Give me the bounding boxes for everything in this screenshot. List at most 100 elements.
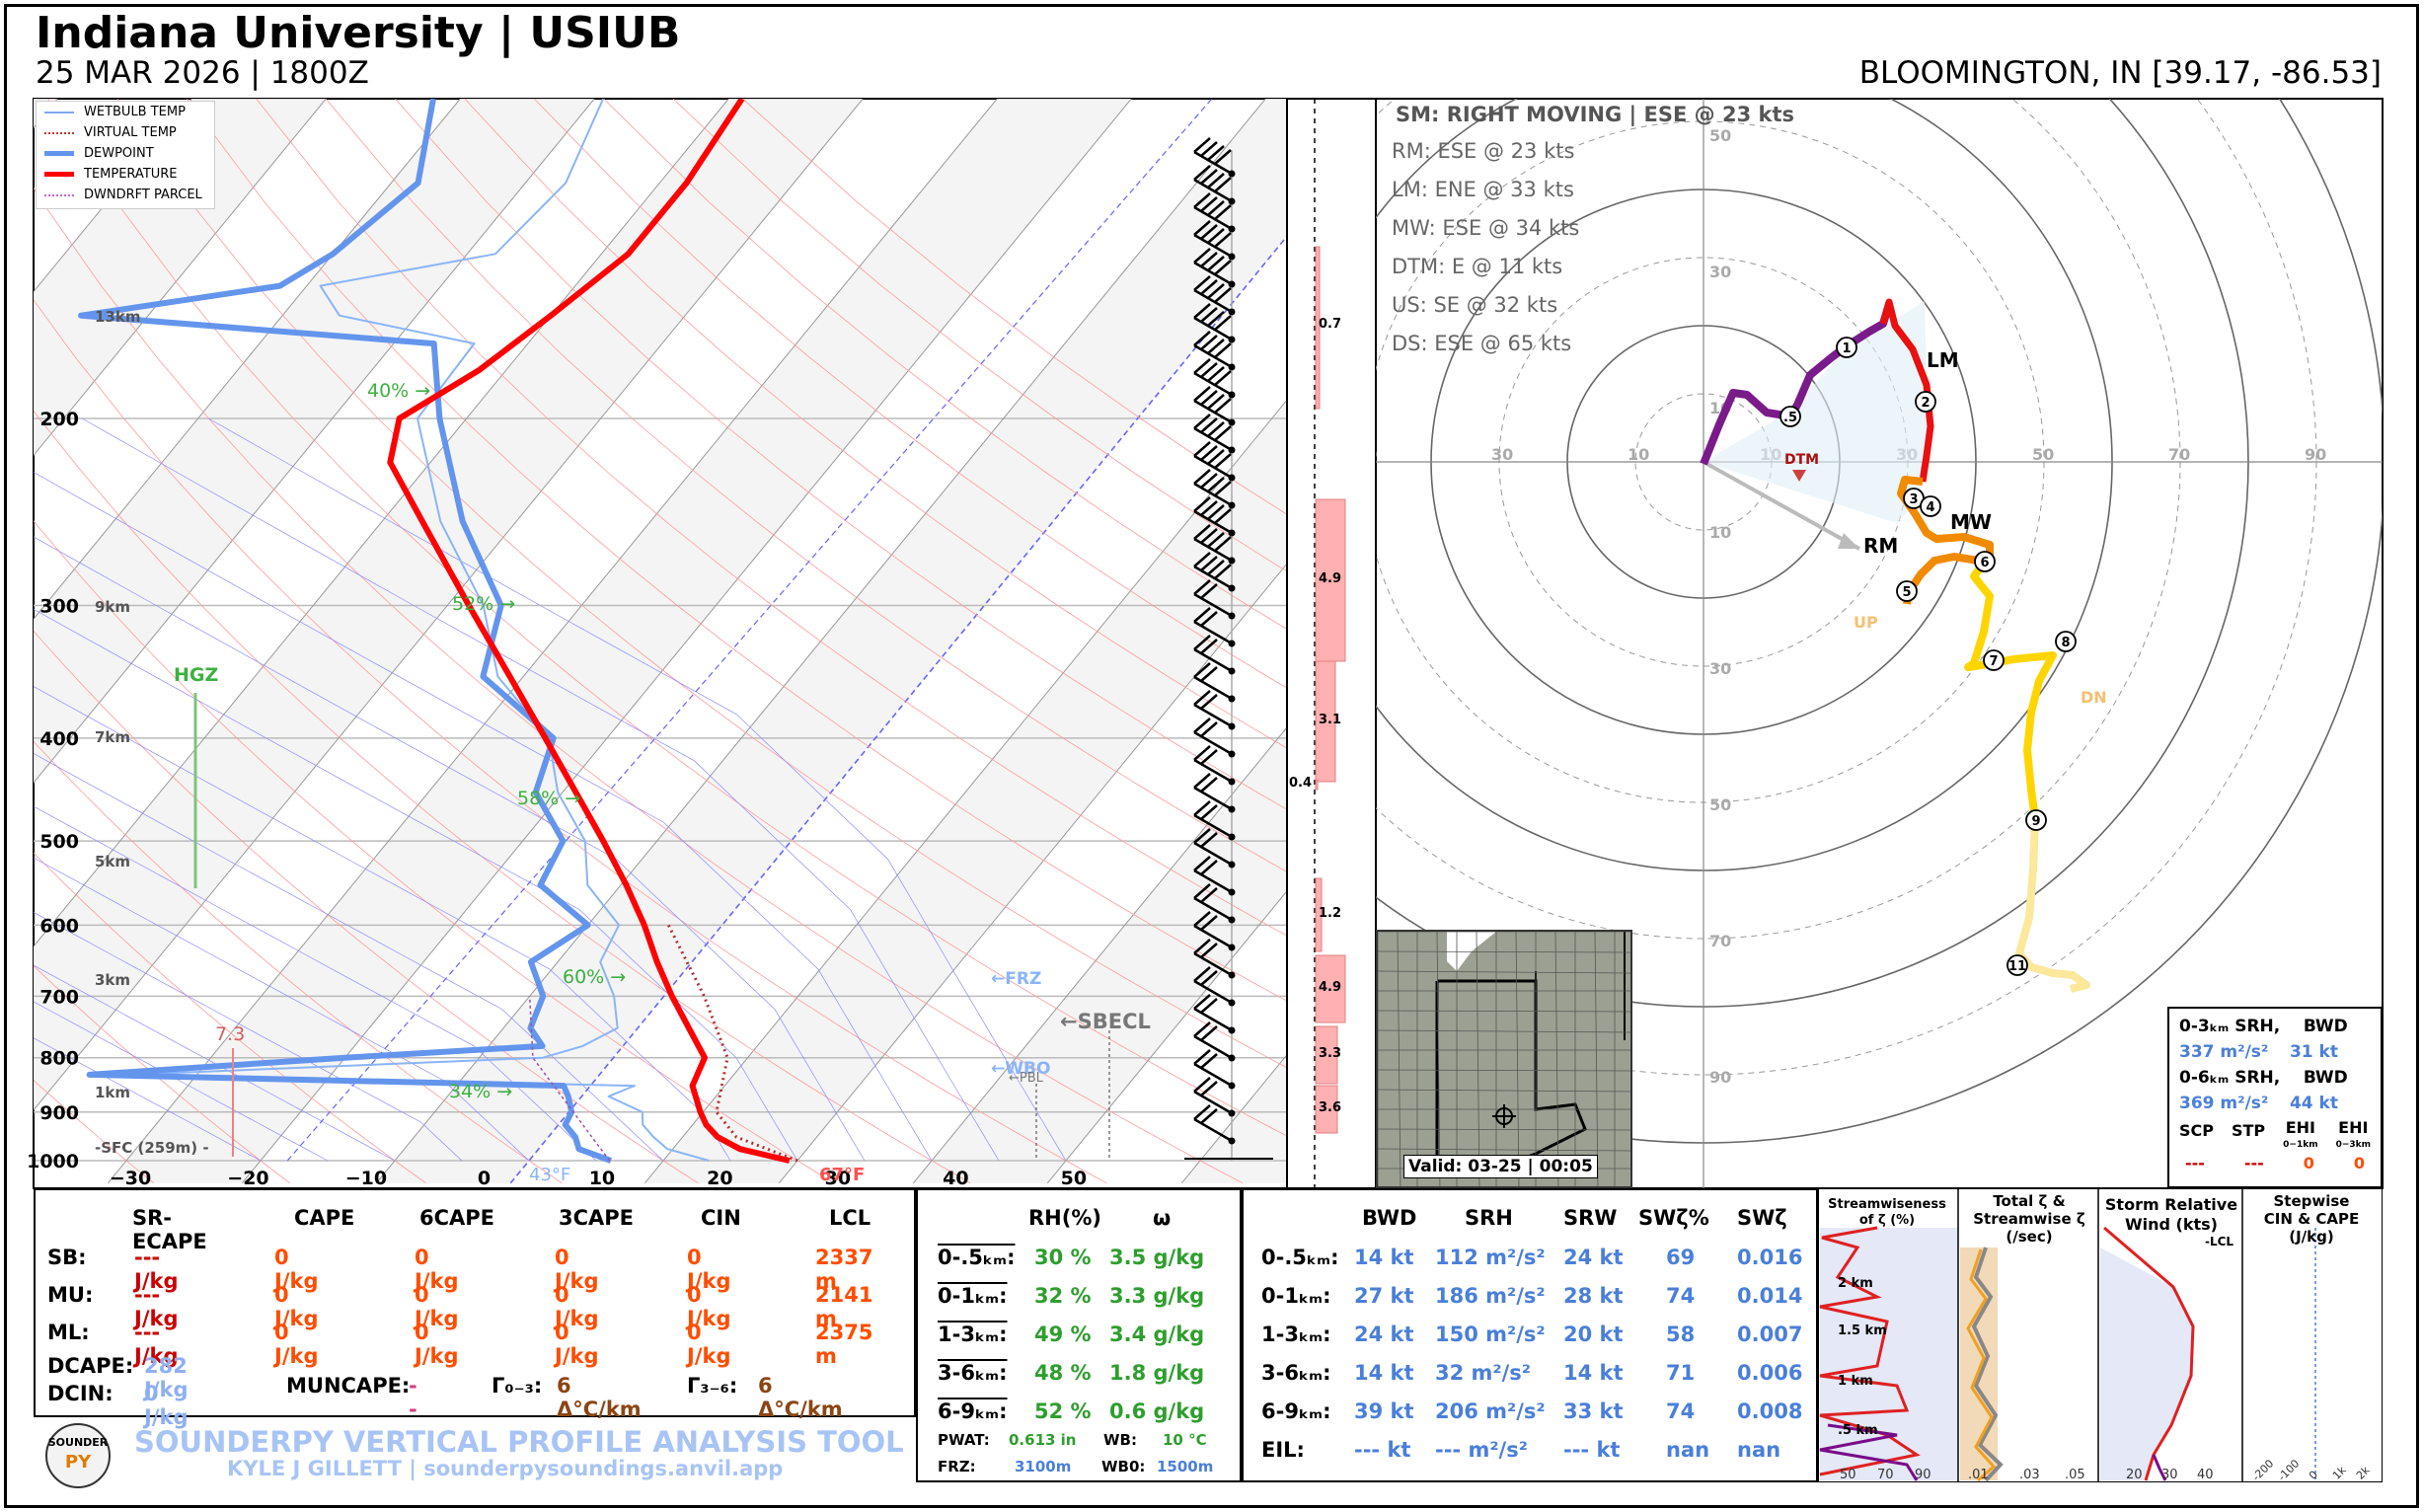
wind-barb xyxy=(1193,316,1233,341)
height-label-3: 5km xyxy=(95,853,130,870)
hodo-seg-6-9km xyxy=(1964,560,2057,820)
ring-down-90: 90 xyxy=(1709,1068,1731,1087)
sfc-dew-label: 43°F xyxy=(529,1165,570,1185)
moist-rh: 30 % xyxy=(1034,1246,1092,1269)
wind-barb xyxy=(1193,1090,1233,1115)
moist-w: 1.8 g/kg xyxy=(1109,1361,1205,1385)
tool-name: SOUNDERPY VERTICAL PROFILE ANALYSIS TOOL xyxy=(134,1425,904,1459)
srh06-label: 0-6ₖₘ SRH, xyxy=(2179,1068,2281,1088)
kin-cell: 58 xyxy=(1666,1323,1696,1346)
hodo-marker-0: LM xyxy=(1927,348,1959,372)
thermo-row-label: SB: xyxy=(47,1246,87,1269)
temp-tick-0: −30 xyxy=(110,1168,151,1189)
km-marker xyxy=(1983,649,2005,671)
kin-cell: 14 kt xyxy=(1563,1361,1624,1385)
moist-w: 3.4 g/kg xyxy=(1109,1323,1205,1346)
lapse-label: 7.3 xyxy=(215,1023,245,1045)
dcin-label: DCIN: xyxy=(47,1382,114,1405)
ring-down-10: 10 xyxy=(1709,523,1731,542)
kin-cell: 0.014 xyxy=(1737,1284,1803,1308)
kin-cell: 69 xyxy=(1666,1246,1696,1269)
legend-label: TEMPERATURE xyxy=(84,167,178,182)
p1-xt-50: 50 xyxy=(1840,1468,1856,1482)
inflow-bar xyxy=(1315,498,1346,662)
wind-barb xyxy=(1193,343,1233,369)
ring-up-30: 30 xyxy=(1709,263,1731,281)
thermo-row-label: ML: xyxy=(47,1321,90,1344)
hodo-marker-2: RM xyxy=(1863,534,1898,558)
inflow-bar xyxy=(1315,877,1323,952)
ring-right-50: 50 xyxy=(2032,445,2054,464)
wind-barb xyxy=(1193,288,1233,314)
p1-title-b: of ζ (%) xyxy=(1859,1213,1915,1228)
wind-barb xyxy=(1193,1062,1233,1088)
thermo-cell: 0 J/kg xyxy=(555,1283,599,1330)
frz-value: 3100m xyxy=(1015,1458,1072,1475)
kin-cell: nan xyxy=(1666,1438,1710,1462)
temp-tick-6: 30 xyxy=(825,1168,851,1189)
wb0-label: WB0: xyxy=(1101,1458,1146,1475)
dewpoint-line xyxy=(78,99,613,1164)
pressure-tick-300: 300 xyxy=(39,595,79,617)
thermo-cell: 0 J/kg xyxy=(415,1246,459,1293)
legend-label: DWNDRFT PARCEL xyxy=(84,188,202,202)
kin-cell: 74 xyxy=(1666,1284,1696,1308)
inflow-value-0: 0.7 xyxy=(1319,317,1341,332)
skewt-legend: WETBULB TEMP VIRTUAL TEMP DEWPOINT TEMPERAT… xyxy=(36,101,215,209)
inflow-value-4: 1.2 xyxy=(1319,906,1341,921)
km-marker-label-4: 4 xyxy=(1926,500,1934,515)
ring-left-30: 30 xyxy=(1491,445,1513,464)
legend-swatch xyxy=(44,172,74,177)
th-cin: CIN xyxy=(701,1206,741,1230)
kin-row-label: 1-3ₖₘ: xyxy=(1261,1323,1331,1346)
kin-cell: 0.016 xyxy=(1737,1246,1803,1269)
author-credit: KYLE J GILLETT | sounderpysoundings.anvi… xyxy=(227,1457,784,1480)
wind-barb xyxy=(1193,482,1233,507)
km-marker-label-8: 8 xyxy=(2061,636,2070,650)
pressure-tick-400: 400 xyxy=(39,728,79,750)
p3-xt-1: 20 xyxy=(2126,1468,2143,1482)
wind-barb xyxy=(1193,261,1233,286)
wind-barb xyxy=(1193,951,1233,977)
wind-barb xyxy=(1193,703,1233,728)
wind-barb xyxy=(1193,730,1233,756)
km-marker-label-7: 7 xyxy=(1989,654,1998,669)
kin-cell: --- kt xyxy=(1354,1438,1411,1462)
inflow-value-1: 4.9 xyxy=(1319,571,1341,586)
rh-label-2: 58% → xyxy=(517,788,580,809)
hodo-seg-0-1km xyxy=(1700,302,1893,466)
thermo-cell: 0 J/kg xyxy=(687,1246,731,1293)
srh06-value: 369 m²/s² xyxy=(2179,1094,2269,1113)
kin-cell: 20 kt xyxy=(1563,1323,1624,1346)
srh-box: 0-3ₖₘ SRH, BWD 337 m²/s² 31 kt 0-6ₖₘ SRH… xyxy=(2167,1007,2383,1188)
th-srecape: SR-ECAPE xyxy=(132,1206,207,1253)
pwat-label: PWAT: xyxy=(938,1431,990,1449)
p1-y-2km: 2 km xyxy=(1838,1276,1873,1291)
wind-barb xyxy=(1193,924,1233,949)
thermo-cell: 0 J/kg xyxy=(274,1246,319,1293)
bwd-head-2: BWD xyxy=(2303,1068,2348,1088)
kin-cell: 0.006 xyxy=(1737,1361,1803,1385)
thermo-cell: --- J/kg xyxy=(134,1321,179,1368)
kin-cell: 186 m²/s² xyxy=(1435,1284,1546,1308)
height-label-1: 9km xyxy=(95,598,130,616)
inflow-bar xyxy=(1315,954,1346,1023)
pressure-tick-200: 200 xyxy=(39,409,79,430)
logo-top: SOUNDER xyxy=(47,1436,109,1449)
moist-w: 3.5 g/kg xyxy=(1109,1246,1205,1269)
kin-cell: 71 xyxy=(1666,1361,1696,1385)
km-marker xyxy=(2007,954,2028,976)
p3-xt-3: 40 xyxy=(2197,1468,2214,1482)
wind-barb xyxy=(1193,675,1233,701)
frz-marker: ←FRZ xyxy=(991,969,1041,989)
legend-item: DWNDRFT PARCEL xyxy=(37,185,214,205)
height-label-4: 3km xyxy=(95,971,130,989)
sbecl-marker: ←SBECL xyxy=(1060,1010,1151,1033)
vorticity-panel xyxy=(1960,1188,2099,1482)
moist-row-label: 0-1ₖₘ: xyxy=(938,1284,1008,1308)
ring-down-30: 30 xyxy=(1709,659,1731,678)
wind-barb xyxy=(1193,1117,1233,1143)
moist-rh: 52 % xyxy=(1034,1399,1092,1423)
motion-us: US: SE @ 32 kts xyxy=(1392,293,1558,317)
height-label-6: -SFC (259m) - xyxy=(95,1139,209,1157)
